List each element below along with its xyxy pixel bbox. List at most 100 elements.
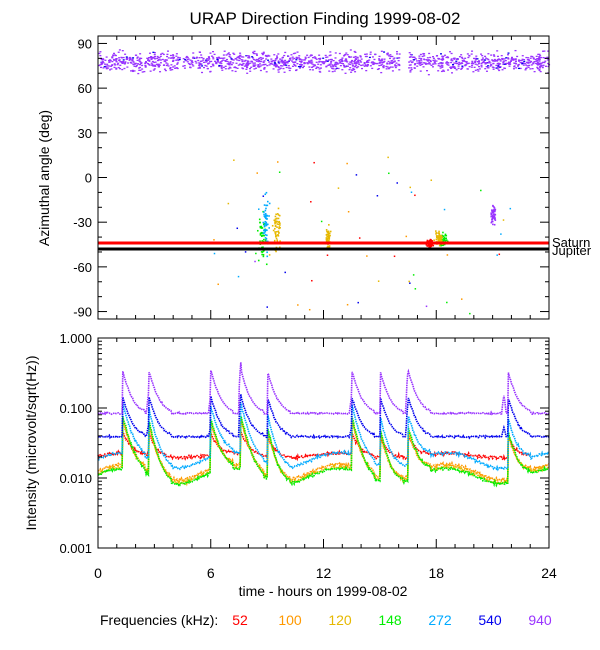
azimuth-point-940 [475, 57, 478, 60]
azimuth-point-940 [274, 59, 277, 62]
azimuth-point-148 [256, 229, 259, 232]
azimuth-point-940 [135, 65, 138, 67]
azimuth-point-940 [414, 58, 417, 60]
azimuth-point-940 [201, 71, 204, 74]
azimuth-point-940 [439, 65, 442, 67]
azimuth-point-940 [498, 58, 501, 61]
azimuth-point-940 [503, 63, 506, 65]
azimuth-point-120 [326, 233, 329, 236]
azimuth-point-940 [420, 59, 423, 61]
azimuth-point-120 [227, 202, 230, 205]
azimuth-point-940 [220, 66, 223, 68]
azimuth-point-940 [307, 56, 310, 59]
azimuth-point-100 [405, 235, 408, 238]
azimuth-point-940 [132, 57, 135, 59]
azimuth-point-940 [246, 66, 249, 68]
azimuth-point-940 [284, 59, 287, 62]
azimuth-point-940 [152, 65, 155, 67]
azimuth-point-940 [118, 49, 121, 51]
azimuth-point-940 [538, 60, 541, 62]
azimuth-point-940 [450, 52, 453, 55]
azimuth-point-940 [291, 65, 294, 67]
azimuth-point-940 [251, 61, 254, 63]
azimuth-point-940 [533, 60, 536, 63]
azimuth-point-940 [185, 57, 188, 59]
azimuth-point-940 [253, 52, 256, 55]
azimuth-point-148 [440, 244, 442, 247]
azimuth-point-940 [437, 57, 440, 60]
azimuth-point-940 [124, 53, 127, 55]
azimuth-point-940 [472, 62, 475, 65]
azimuth-point-940 [418, 55, 421, 57]
azimuth-point-940 [480, 53, 483, 55]
azimuth-point-148 [447, 240, 449, 243]
azimuth-point-940 [233, 53, 236, 55]
azimuth-point-940 [349, 63, 352, 66]
azimuth-point-940 [115, 61, 118, 63]
azimuth-point-940 [217, 61, 220, 63]
azimuth-point-940 [455, 60, 458, 62]
azimuth-point-940 [204, 61, 207, 63]
azimuth-point-940 [325, 60, 328, 62]
azimuth-point-940 [410, 68, 413, 71]
azimuth-point-940 [464, 64, 467, 67]
azimuth-point-940 [247, 62, 250, 65]
azimuth-point-940 [279, 65, 282, 67]
azimuth-point-940 [114, 54, 117, 57]
azimuth-point-940 [528, 60, 531, 62]
azimuth-point-940 [353, 66, 356, 68]
azimuth-point-940 [345, 65, 348, 67]
azimuth-point-120 [274, 222, 276, 225]
azimuth-point-940 [360, 61, 363, 63]
azimuth-point-120 [325, 234, 328, 236]
azimuth-point-120 [271, 224, 274, 227]
azimuth-point-940 [502, 63, 505, 65]
azimuth-point-940 [504, 59, 507, 62]
azimuth-point-940 [353, 68, 356, 71]
azimuth-point-940 [173, 65, 176, 67]
azimuth-point-940 [539, 55, 542, 57]
azimuth-point-940 [485, 65, 488, 68]
azimuth-point-940 [527, 66, 530, 68]
azimuth-point-272 [266, 255, 269, 258]
azimuth-point-940 [289, 57, 292, 59]
azimuth-point-940 [423, 58, 426, 60]
azimuth-point-940 [308, 60, 311, 63]
azimuth-point-148 [262, 250, 265, 252]
azimuth-point-940 [113, 54, 116, 56]
azimuth-point-940 [127, 62, 130, 64]
azimuth-point-940 [542, 61, 545, 64]
azimuth-point-940 [277, 66, 280, 69]
azimuth-point-940 [131, 69, 134, 72]
azimuth-point-940 [348, 56, 351, 59]
azimuth-point-940 [210, 55, 213, 57]
azimuth-point-272 [265, 204, 267, 207]
azimuth-point-940 [371, 67, 374, 70]
azimuth-point-272 [268, 202, 271, 205]
azimuth-point-940 [140, 57, 143, 60]
azimuth-point-100 [308, 308, 311, 311]
azimuth-point-120 [276, 239, 279, 242]
azimuth-point-940 [452, 64, 455, 66]
azimuth-point-940 [389, 62, 392, 64]
azimuth-point-120 [275, 250, 277, 253]
azimuth-point-940 [288, 59, 291, 61]
azimuth-point-940 [395, 51, 398, 53]
azimuth-point-940 [133, 70, 136, 72]
azimuth-point-940 [369, 53, 372, 55]
azimuth-point-940 [311, 66, 314, 68]
azimuth-point-148 [265, 263, 268, 266]
azimuth-point-940 [361, 64, 364, 66]
azimuth-point-940 [388, 67, 391, 69]
azimuth-point-940 [258, 59, 261, 62]
azimuth-point-940 [532, 57, 535, 59]
azimuth-point-940 [353, 59, 356, 61]
azimuth-point-940 [283, 71, 286, 73]
azimuth-point-272 [264, 220, 267, 223]
azimuth-point-940 [273, 54, 276, 56]
azimuth-point-940 [263, 66, 266, 69]
azimuth-point-940 [382, 61, 385, 63]
azimuth-point-940 [421, 55, 424, 58]
azimuth-point-940 [547, 62, 550, 65]
azimuth-point-940 [176, 67, 179, 70]
